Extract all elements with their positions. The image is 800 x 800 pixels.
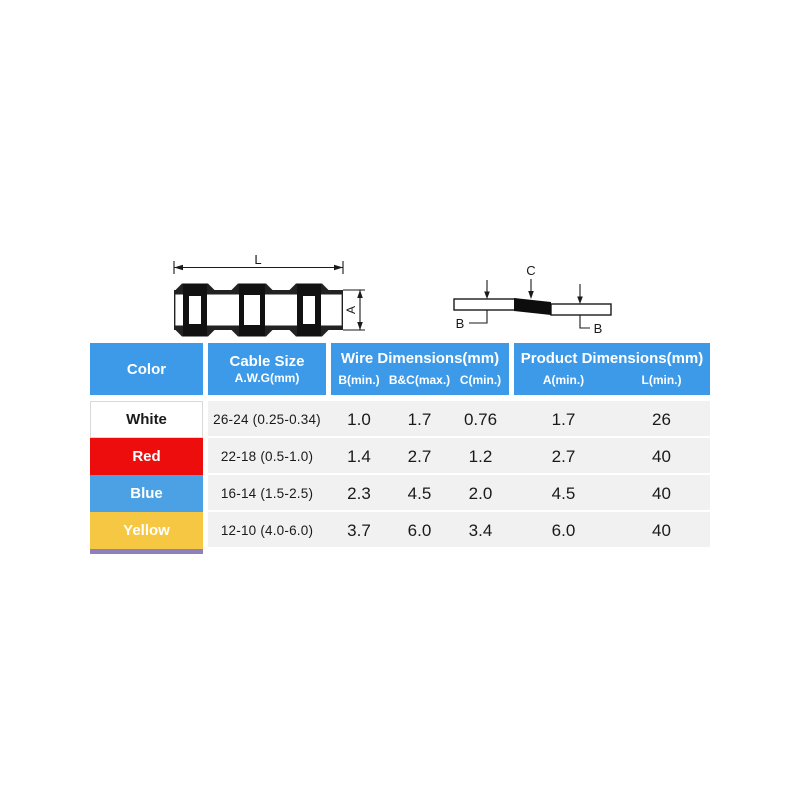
b-min-cell: 1.4 [347,446,371,466]
splice-crimp-label: C [526,263,535,278]
a-min-cell: 6.0 [551,520,576,540]
c-min-cell: 0.76 [463,409,498,429]
c-min-cell: 1.2 [468,446,493,466]
cable-size-cell: 22-18 (0.5-1.0) [220,449,314,464]
connector-diagram: L A [173,254,365,337]
l-min-cell: 40 [652,483,671,503]
header-wire-dimensions-title: Wire Dimensions(mm) [340,350,500,367]
connector-diameter-label: A [344,306,358,314]
header-l-min: L(min.) [641,373,682,387]
splice-wire-left-label: B [456,316,465,331]
c-min-cell: 3.4 [468,520,493,540]
b-min-cell: 2.3 [347,483,371,503]
bc-max-cell: 4.5 [407,483,432,503]
spec-table: Color Cable Size A.W.G(mm) Wire Dimensio… [90,343,710,554]
splice-wire-right-label: B [594,321,603,336]
cable-size-cell: 12-10 (4.0-6.0) [220,523,314,538]
b-min-cell: 3.7 [347,520,371,540]
bc-max-cell: 6.0 [407,520,432,540]
header-a-min: A(min.) [542,373,585,387]
header-cable-size-line1: Cable Size [229,353,305,370]
a-min-cell: 1.7 [551,409,576,429]
b-min-cell: 1.0 [347,409,371,429]
header-b-min: B(min.) [338,373,380,387]
splice-diagram: C B B [453,263,612,336]
color-swatch-yellow: Yellow [90,512,203,549]
bottom-strip [90,549,203,554]
color-swatch-white: White [90,401,203,438]
c-min-cell: 2.0 [468,483,493,503]
color-swatch-red: Red [90,438,203,475]
a-min-cell: 2.7 [551,446,576,466]
header-wire-dimensions: Wire Dimensions(mm) B(min.) B&C(max.) C(… [331,343,509,395]
table-row-band [208,475,710,512]
bc-max-cell: 2.7 [407,446,432,466]
header-bc-max: B&C(max.) [388,373,451,387]
connector-length-label: L [254,254,261,267]
header-product-dimensions-title: Product Dimensions(mm) [520,350,704,367]
table-row-band [208,512,710,549]
header-cable-size-line2: A.W.G(mm) [234,371,300,385]
table-row-band [208,438,710,475]
l-min-cell: 40 [652,520,671,540]
l-min-cell: 40 [652,446,671,466]
header-color-label: Color [126,360,167,378]
bc-max-cell: 1.7 [407,409,432,429]
table-row-band [208,401,710,438]
l-min-cell: 26 [652,409,671,429]
header-c-min: C(min.) [459,373,502,387]
a-min-cell: 4.5 [551,483,576,503]
cable-size-cell: 16-14 (1.5-2.5) [220,486,314,501]
color-swatch-blue: Blue [90,475,203,512]
header-product-dimensions: Product Dimensions(mm) A(min.) L(min.) [514,343,710,395]
header-cable-size: Cable Size A.W.G(mm) [208,343,326,395]
header-color: Color [90,343,203,395]
cable-size-cell: 26-24 (0.25-0.34) [213,412,321,427]
